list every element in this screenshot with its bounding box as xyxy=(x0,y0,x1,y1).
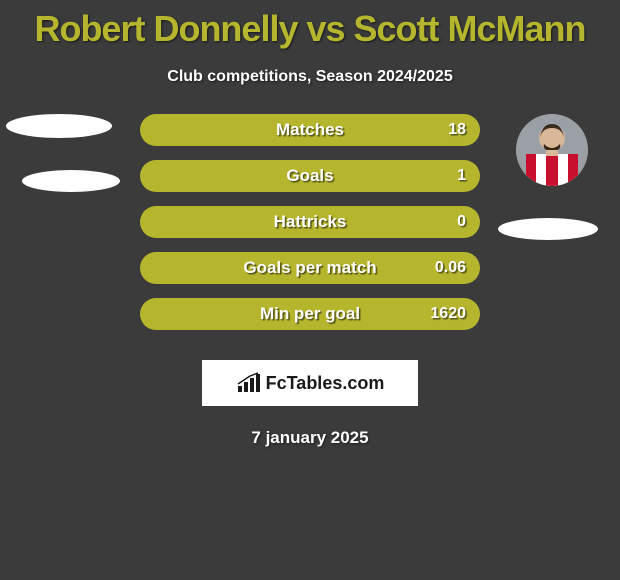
stat-value-right: 1 xyxy=(457,167,466,185)
stat-bar-goals: Goals 1 xyxy=(140,160,480,192)
avatar-icon xyxy=(516,114,588,186)
stat-label: Min per goal xyxy=(260,304,360,324)
decor-ellipse-left-2 xyxy=(22,170,120,192)
stat-bar-hattricks: Hattricks 0 xyxy=(140,206,480,238)
decor-ellipse-right xyxy=(498,218,598,240)
subtitle: Club competitions, Season 2024/2025 xyxy=(0,68,620,86)
stat-value-right: 0 xyxy=(457,213,466,231)
logo-box: FcTables.com xyxy=(202,360,418,406)
stats-area: Matches 18 Goals 1 Hattricks 0 Goals per… xyxy=(0,114,620,344)
stat-bar-min-per-goal: Min per goal 1620 xyxy=(140,298,480,330)
stat-bar-matches: Matches 18 xyxy=(140,114,480,146)
logo-bars-icon xyxy=(236,372,262,394)
stat-value-right: 1620 xyxy=(430,305,466,323)
stat-label: Matches xyxy=(276,120,344,140)
player-right-avatar xyxy=(516,114,588,186)
stat-label: Goals per match xyxy=(243,258,376,278)
stat-bar-goals-per-match: Goals per match 0.06 xyxy=(140,252,480,284)
date-label: 7 january 2025 xyxy=(0,428,620,448)
stat-value-right: 18 xyxy=(448,121,466,139)
stat-label: Goals xyxy=(286,166,333,186)
decor-ellipse-left-1 xyxy=(6,114,112,138)
logo-text: FcTables.com xyxy=(266,373,385,394)
stat-bars: Matches 18 Goals 1 Hattricks 0 Goals per… xyxy=(140,114,480,344)
stat-label: Hattricks xyxy=(274,212,347,232)
page-title: Robert Donnelly vs Scott McMann xyxy=(0,0,620,50)
stat-value-right: 0.06 xyxy=(435,259,466,277)
